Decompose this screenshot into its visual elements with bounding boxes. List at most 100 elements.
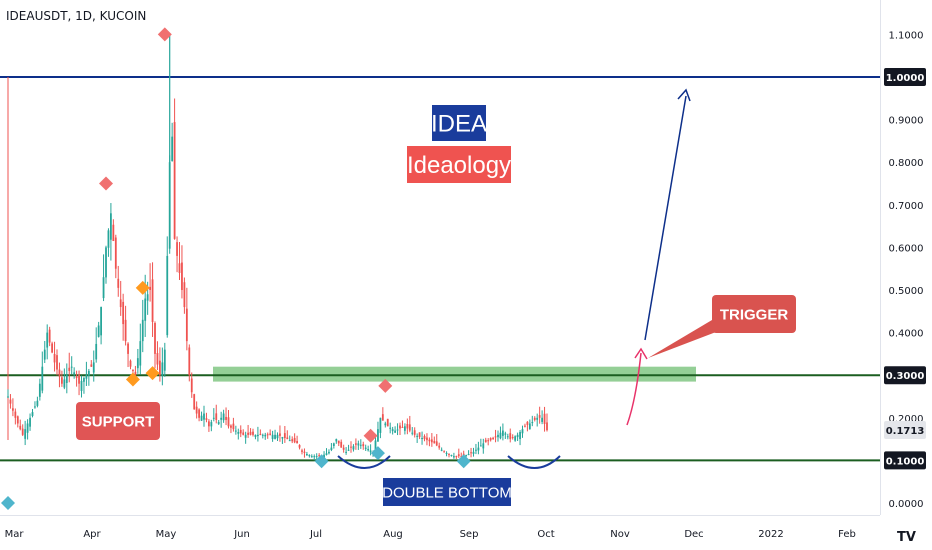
candle-body bbox=[146, 294, 149, 301]
candle-body bbox=[230, 425, 232, 428]
candle-body bbox=[362, 444, 365, 447]
x-tick-label: Feb bbox=[838, 529, 856, 540]
candle-body bbox=[323, 454, 325, 458]
candle-body bbox=[274, 434, 276, 439]
candle-body bbox=[435, 441, 438, 446]
y-tick-label: 0.5000 bbox=[889, 286, 924, 297]
candle-body bbox=[29, 417, 31, 427]
symbol-label: IDEAUSDT, 1D, KUCOIN bbox=[6, 9, 147, 23]
candle-body bbox=[247, 432, 249, 435]
double-bottom-arc-left bbox=[337, 455, 391, 469]
candle-body bbox=[21, 428, 24, 435]
candle-body bbox=[129, 360, 132, 367]
candle-body bbox=[171, 136, 174, 161]
candle-body bbox=[335, 439, 338, 442]
candle-body bbox=[188, 347, 191, 376]
candle-body bbox=[107, 230, 110, 248]
candle-body bbox=[144, 298, 147, 321]
candle-body bbox=[26, 423, 29, 433]
candle-body bbox=[467, 454, 470, 456]
candle-body bbox=[511, 437, 514, 439]
candle-body bbox=[68, 367, 71, 371]
candle-body bbox=[110, 213, 112, 240]
title-box bbox=[432, 105, 486, 141]
candle-body bbox=[87, 370, 90, 376]
candle-body bbox=[345, 451, 347, 453]
candle-body bbox=[139, 341, 142, 366]
double-bottom-label: DOUBLE BOTTOM bbox=[382, 484, 512, 501]
candle-body bbox=[51, 343, 53, 353]
candle-body bbox=[504, 433, 507, 435]
y-tick-label: 0.6000 bbox=[889, 243, 924, 254]
candle-body bbox=[195, 406, 198, 414]
signal-diamond-red-1 bbox=[99, 176, 113, 191]
candle-body bbox=[205, 418, 208, 420]
candle-body bbox=[220, 417, 223, 420]
candle-body bbox=[546, 422, 548, 431]
candle-body bbox=[227, 417, 230, 427]
candle-body bbox=[100, 307, 102, 336]
candle-body bbox=[73, 372, 76, 375]
candle-body bbox=[239, 429, 242, 434]
candle-body bbox=[514, 436, 517, 441]
signal-diamond-orange-4 bbox=[145, 366, 160, 381]
candle-body bbox=[465, 455, 468, 457]
candle-body bbox=[310, 456, 313, 458]
candle-body bbox=[154, 323, 156, 354]
tradingview-logo: TV bbox=[897, 530, 916, 545]
candle-body bbox=[357, 443, 360, 446]
candle-body bbox=[112, 224, 115, 242]
candle-body bbox=[48, 329, 51, 343]
candle-body bbox=[430, 439, 433, 443]
price-label-text: 1.0000 bbox=[886, 73, 925, 84]
candle-body bbox=[259, 433, 262, 435]
candle-body bbox=[342, 447, 345, 450]
candle-body bbox=[80, 380, 83, 391]
candle-body bbox=[237, 432, 240, 434]
candle-body bbox=[506, 436, 509, 438]
candle-body bbox=[421, 438, 423, 440]
candle-body bbox=[379, 417, 382, 433]
price-label-text: 0.3000 bbox=[886, 371, 925, 382]
candle-body bbox=[367, 449, 370, 451]
candle-body bbox=[450, 455, 453, 457]
double-bottom-arc-right bbox=[507, 455, 561, 469]
candle-body bbox=[70, 366, 73, 368]
candle-body bbox=[489, 438, 492, 441]
price-label-box bbox=[884, 68, 926, 86]
candle-body bbox=[178, 263, 181, 273]
candle-body bbox=[524, 425, 526, 427]
candle-body bbox=[257, 434, 259, 437]
candle-body bbox=[136, 358, 139, 369]
price-label-box bbox=[884, 421, 926, 440]
candle-body bbox=[308, 455, 311, 457]
candle-body bbox=[377, 429, 379, 442]
double-bottom-box bbox=[383, 478, 511, 506]
trigger-callout-pointer bbox=[648, 320, 716, 358]
candle-body bbox=[181, 262, 183, 290]
candle-body bbox=[541, 417, 543, 422]
candle-body bbox=[477, 447, 480, 451]
candle-body bbox=[276, 434, 279, 439]
breakout-arrow-line bbox=[626, 352, 642, 426]
candle-body bbox=[149, 286, 151, 290]
candle-body bbox=[53, 353, 56, 363]
candle-body bbox=[298, 445, 301, 448]
candle-body bbox=[271, 434, 274, 439]
candle-body bbox=[438, 445, 441, 448]
candle-body bbox=[190, 378, 193, 393]
price-label-text: 0.1000 bbox=[886, 456, 925, 467]
candle-body bbox=[543, 413, 546, 424]
candle-body bbox=[479, 445, 482, 447]
candle-body bbox=[497, 434, 499, 438]
candle-body bbox=[90, 364, 93, 367]
signal-diamond-red-6 bbox=[363, 428, 378, 443]
candle-body bbox=[234, 430, 237, 432]
candle-body bbox=[440, 449, 443, 451]
y-tick-label: 0.9000 bbox=[889, 116, 924, 127]
target-arrow-line bbox=[644, 95, 687, 341]
candle-body bbox=[38, 383, 41, 397]
candle-body bbox=[291, 439, 294, 442]
candle-body bbox=[347, 449, 350, 451]
candle-body bbox=[283, 433, 286, 439]
